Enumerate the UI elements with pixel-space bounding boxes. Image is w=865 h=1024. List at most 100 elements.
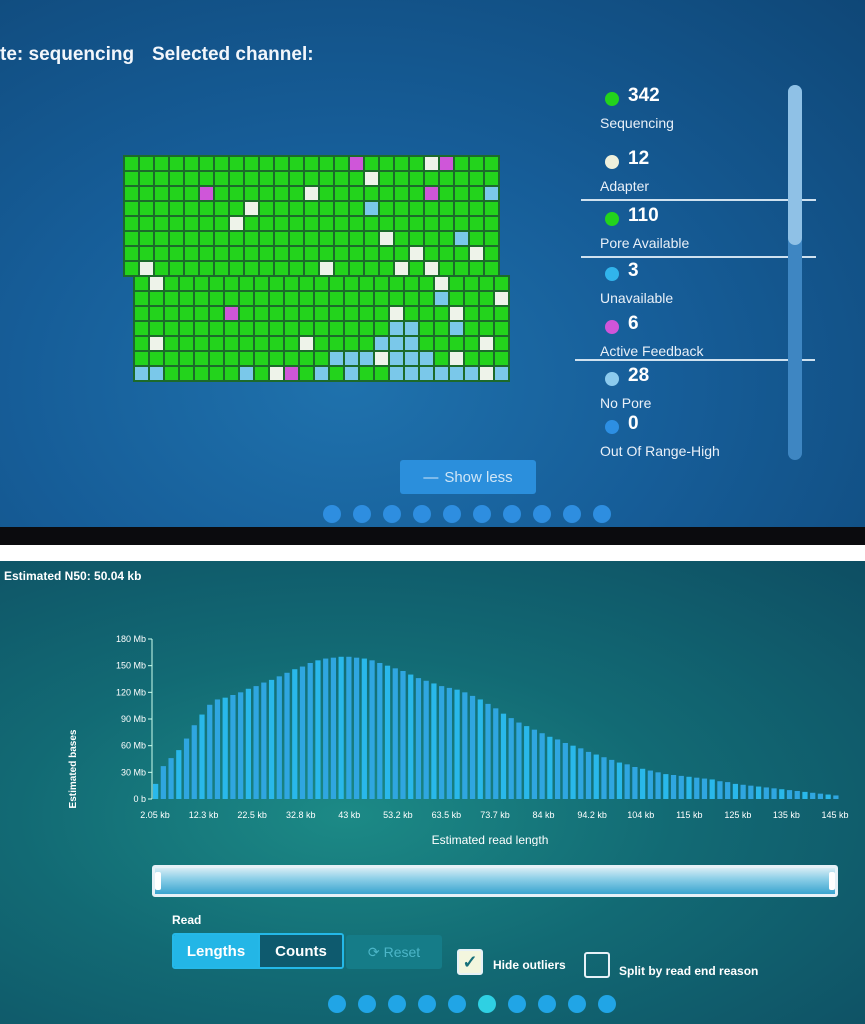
channel-cell[interactable]	[185, 187, 198, 200]
read-length-range-slider[interactable]	[152, 865, 838, 897]
page-dot[interactable]	[563, 505, 581, 523]
channel-cell[interactable]	[395, 232, 408, 245]
channel-cell[interactable]	[300, 322, 313, 335]
channel-cell[interactable]	[300, 352, 313, 365]
channel-cell[interactable]	[435, 337, 448, 350]
channel-cell[interactable]	[405, 337, 418, 350]
channel-cell[interactable]	[330, 307, 343, 320]
channel-cell[interactable]	[180, 277, 193, 290]
channel-cell[interactable]	[140, 262, 153, 275]
channel-cell[interactable]	[255, 307, 268, 320]
channel-cell[interactable]	[140, 172, 153, 185]
channel-cell[interactable]	[435, 352, 448, 365]
histogram-bar[interactable]	[810, 792, 816, 799]
channel-cell[interactable]	[350, 217, 363, 230]
channel-cell[interactable]	[275, 187, 288, 200]
channel-cell[interactable]	[185, 217, 198, 230]
histogram-bar[interactable]	[686, 776, 692, 799]
channel-cell[interactable]	[425, 157, 438, 170]
channel-cell[interactable]	[125, 232, 138, 245]
channel-cell[interactable]	[185, 247, 198, 260]
channel-cell[interactable]	[395, 172, 408, 185]
channel-cell[interactable]	[315, 352, 328, 365]
channel-cell[interactable]	[320, 247, 333, 260]
channel-cell[interactable]	[180, 322, 193, 335]
channel-cell[interactable]	[365, 157, 378, 170]
channel-cell[interactable]	[255, 337, 268, 350]
histogram-bar[interactable]	[763, 787, 769, 799]
channel-cell[interactable]	[315, 367, 328, 380]
channel-cell[interactable]	[140, 202, 153, 215]
channel-cell[interactable]	[405, 367, 418, 380]
channel-cell[interactable]	[125, 172, 138, 185]
channel-cell[interactable]	[135, 307, 148, 320]
channel-cell[interactable]	[140, 247, 153, 260]
channel-cell[interactable]	[300, 292, 313, 305]
channel-cell[interactable]	[425, 172, 438, 185]
channel-cell[interactable]	[390, 367, 403, 380]
histogram-bar[interactable]	[578, 748, 584, 799]
channel-cell[interactable]	[360, 292, 373, 305]
channel-grid-block-1[interactable]	[123, 155, 500, 277]
channel-cell[interactable]	[255, 367, 268, 380]
channel-cell[interactable]	[320, 262, 333, 275]
channel-cell[interactable]	[435, 292, 448, 305]
channel-cell[interactable]	[225, 352, 238, 365]
channel-cell[interactable]	[395, 217, 408, 230]
channel-cell[interactable]	[125, 187, 138, 200]
histogram-bar[interactable]	[833, 795, 839, 799]
channel-cell[interactable]	[180, 367, 193, 380]
channel-cell[interactable]	[315, 322, 328, 335]
channel-cell[interactable]	[275, 262, 288, 275]
histogram-bar[interactable]	[794, 791, 800, 799]
page-indicator[interactable]	[323, 505, 611, 523]
channel-cell[interactable]	[150, 337, 163, 350]
channel-cell[interactable]	[440, 232, 453, 245]
channel-cell[interactable]	[420, 337, 433, 350]
channel-cell[interactable]	[125, 217, 138, 230]
channel-cell[interactable]	[465, 337, 478, 350]
channel-cell[interactable]	[375, 292, 388, 305]
channel-cell[interactable]	[240, 307, 253, 320]
channel-cell[interactable]	[440, 172, 453, 185]
histogram-bar[interactable]	[361, 658, 367, 799]
channel-cell[interactable]	[465, 367, 478, 380]
channel-cell[interactable]	[260, 187, 273, 200]
channel-cell[interactable]	[455, 217, 468, 230]
channel-cell[interactable]	[455, 247, 468, 260]
channel-cell[interactable]	[375, 337, 388, 350]
channel-cell[interactable]	[195, 352, 208, 365]
channel-cell[interactable]	[200, 262, 213, 275]
histogram-bar[interactable]	[369, 660, 375, 799]
histogram-bar[interactable]	[524, 726, 530, 799]
channel-cell[interactable]	[165, 352, 178, 365]
page-dot[interactable]	[443, 505, 461, 523]
channel-cell[interactable]	[425, 232, 438, 245]
channel-cell[interactable]	[230, 172, 243, 185]
channel-cell[interactable]	[240, 292, 253, 305]
channel-cell[interactable]	[215, 202, 228, 215]
channel-cell[interactable]	[135, 337, 148, 350]
channel-cell[interactable]	[345, 307, 358, 320]
channel-cell[interactable]	[275, 232, 288, 245]
hide-outliers-checkbox[interactable]: ✓	[457, 949, 483, 975]
page-dot[interactable]	[598, 995, 616, 1013]
channel-cell[interactable]	[320, 187, 333, 200]
channel-cell[interactable]	[285, 337, 298, 350]
page-dot[interactable]	[473, 505, 491, 523]
channel-cell[interactable]	[335, 157, 348, 170]
page-dot[interactable]	[383, 505, 401, 523]
channel-cell[interactable]	[275, 172, 288, 185]
channel-cell[interactable]	[480, 337, 493, 350]
channel-cell[interactable]	[375, 367, 388, 380]
channel-cell[interactable]	[365, 262, 378, 275]
histogram-bar[interactable]	[755, 786, 762, 799]
channel-cell[interactable]	[270, 277, 283, 290]
channel-cell[interactable]	[465, 277, 478, 290]
channel-cell[interactable]	[275, 157, 288, 170]
histogram-bar[interactable]	[554, 739, 561, 799]
histogram-bar[interactable]	[199, 714, 205, 799]
histogram-bar[interactable]	[694, 777, 700, 799]
channel-cell[interactable]	[350, 262, 363, 275]
histogram-bar[interactable]	[817, 793, 824, 799]
